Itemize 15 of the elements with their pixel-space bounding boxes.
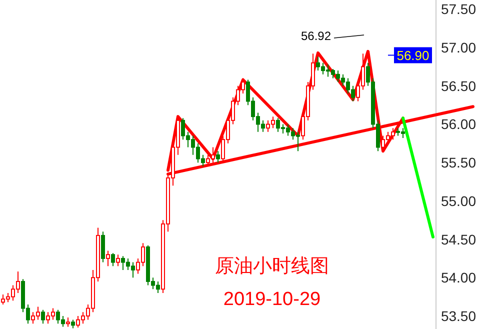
text: 2019-10-29 bbox=[223, 289, 321, 310]
y-tick-label: 53.50 bbox=[440, 308, 476, 324]
y-tick-label: 56.50 bbox=[440, 78, 476, 94]
candlestick bbox=[216, 150, 220, 164]
y-tick-label: 55.00 bbox=[440, 192, 476, 209]
y-tick-label: 56.00 bbox=[440, 116, 476, 132]
y-tick-label: 55.50 bbox=[440, 154, 476, 171]
y-tick-label: 57.50 bbox=[440, 1, 476, 18]
annotation: 56.92 bbox=[300, 29, 332, 43]
ref-line-label: 56.90 bbox=[396, 48, 430, 64]
candlestick bbox=[101, 231, 105, 263]
y-tick-label: 57.00 bbox=[440, 40, 476, 56]
y-tick-label: 54.50 bbox=[440, 231, 476, 248]
y-tick-label: 54.00 bbox=[440, 270, 476, 286]
text: 原油小时线图 bbox=[215, 256, 329, 277]
